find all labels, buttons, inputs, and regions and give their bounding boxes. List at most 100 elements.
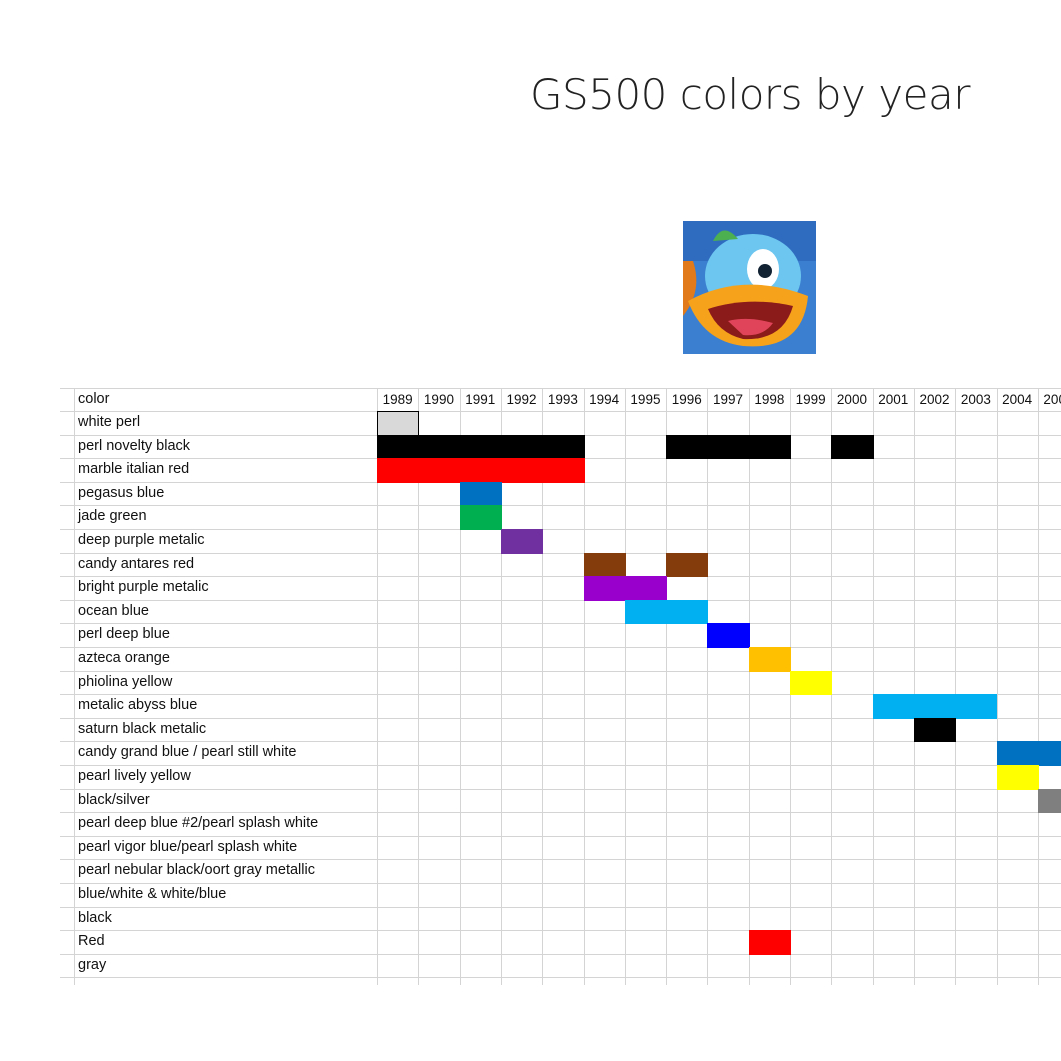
- row-label: white perl: [78, 414, 141, 430]
- color-cell: [748, 930, 791, 955]
- cartoon-bird-icon: [683, 221, 816, 354]
- color-cell: [790, 670, 833, 696]
- color-cell: [583, 576, 668, 601]
- year-header-1998: 1998: [754, 392, 785, 407]
- color-cell: [666, 434, 791, 460]
- row-label: black: [78, 909, 112, 926]
- year-header-1994: 1994: [589, 392, 620, 407]
- color-cell: [500, 529, 544, 554]
- gridline-h: [60, 906, 1061, 908]
- gridline-v: [666, 388, 668, 986]
- row-label: pearl lively yellow: [78, 768, 191, 784]
- row-label: Red: [78, 933, 105, 950]
- gridline-h: [60, 388, 1061, 389]
- color-cell: [459, 481, 502, 507]
- year-header-1990: 1990: [423, 392, 454, 407]
- gridline-v: [542, 388, 544, 986]
- gridline-h: [60, 788, 1061, 790]
- color-cell: [666, 552, 709, 578]
- gridline-h: [60, 883, 1061, 884]
- year-header-2000: 2000: [836, 392, 867, 407]
- gridline-h: [60, 599, 1061, 601]
- year-header-2001: 2001: [878, 392, 909, 407]
- row-label: bright purple metalic: [78, 579, 209, 596]
- gridline-h: [60, 552, 1061, 554]
- color-cell: [913, 717, 957, 743]
- gridline-v: [1037, 388, 1039, 986]
- year-header-1991: 1991: [465, 392, 496, 407]
- gridline-h: [60, 765, 1061, 766]
- color-year-table: color 1989 1990 1991 1992 1993 1994 1995 1996 199…: [60, 388, 1061, 988]
- row-label: metalic abyss blue: [78, 697, 198, 714]
- row-label: candy grand blue / pearl still white: [78, 744, 297, 761]
- row-label: pegasus blue: [78, 484, 165, 501]
- gridline-v: [583, 388, 585, 986]
- year-header-1993: 1993: [547, 392, 578, 407]
- gridline-v: [707, 388, 709, 986]
- row-label: blue/white & white/blue: [78, 886, 227, 902]
- row-label: pearl vigor blue/pearl splash white: [78, 838, 298, 855]
- gridline-v: [996, 388, 998, 986]
- row-label: phiolina yellow: [78, 673, 173, 690]
- row-label: gray: [78, 956, 107, 973]
- year-header-1997: 1997: [713, 392, 744, 407]
- color-cell: [377, 458, 585, 483]
- gridline-v: [872, 388, 874, 986]
- color-cell: [872, 694, 998, 719]
- row-label: candy antares red: [78, 555, 195, 572]
- gridline-h: [60, 623, 1061, 625]
- year-header-2004: 2004: [1002, 392, 1033, 407]
- year-header-1996: 1996: [671, 392, 702, 407]
- gridline-h: [60, 694, 1061, 696]
- gridline-h: [60, 529, 1061, 530]
- row-label: pearl nebular black/oort gray metallic: [78, 862, 315, 879]
- year-header-1992: 1992: [506, 392, 537, 407]
- gridline-h: [60, 647, 1061, 648]
- slide-title: GS500 colors by year: [530, 70, 970, 119]
- color-cell: [996, 741, 1061, 766]
- color-cell: [624, 599, 709, 625]
- gridline-h: [60, 859, 1061, 861]
- color-cell: [748, 647, 791, 672]
- color-cell: [583, 552, 626, 578]
- header-color-label: color: [78, 391, 110, 407]
- gridline-h: [60, 930, 1061, 932]
- gridline-v: [500, 388, 502, 986]
- gridline-v: [418, 388, 420, 986]
- gridline-h: [60, 717, 1061, 719]
- row-label: perl deep blue: [78, 626, 170, 643]
- row-label: jade green: [78, 508, 147, 525]
- gridline-v: [459, 388, 461, 986]
- row-label: ocean blue: [78, 602, 149, 619]
- gridline-v: [913, 388, 915, 986]
- color-cell: [459, 505, 502, 530]
- gridline-v: [955, 388, 957, 986]
- row-label: black/silver: [78, 791, 150, 808]
- color-cell: [707, 623, 750, 648]
- gridline-h: [60, 505, 1061, 507]
- color-cell: [377, 411, 420, 436]
- gridline-h: [60, 835, 1061, 837]
- gridline-h: [60, 953, 1061, 955]
- gridline-v: [377, 388, 378, 986]
- color-cell: [1037, 788, 1061, 814]
- row-label: perl novelty black: [78, 437, 191, 454]
- gridline-h: [60, 411, 1061, 412]
- year-header-1989: 1989: [382, 392, 413, 407]
- year-header-2003: 2003: [960, 392, 991, 407]
- gridline-h: [60, 670, 1061, 672]
- gridline-h: [60, 812, 1061, 814]
- gridline-h: [60, 576, 1061, 578]
- color-cell: [377, 434, 585, 460]
- row-label: marble italian red: [78, 461, 190, 478]
- gridline-h: [60, 741, 1061, 743]
- gridline-v: [624, 388, 626, 986]
- year-header-1995: 1995: [630, 392, 661, 407]
- row-label: saturn black metalic: [78, 720, 207, 737]
- gridline-v: [748, 388, 750, 986]
- color-cell: [996, 765, 1039, 790]
- row-label: deep purple metalic: [78, 532, 205, 548]
- gridline-v: [74, 388, 75, 986]
- year-header-1999: 1999: [795, 392, 826, 407]
- row-label: pearl deep blue #2/pearl splash white: [78, 815, 319, 832]
